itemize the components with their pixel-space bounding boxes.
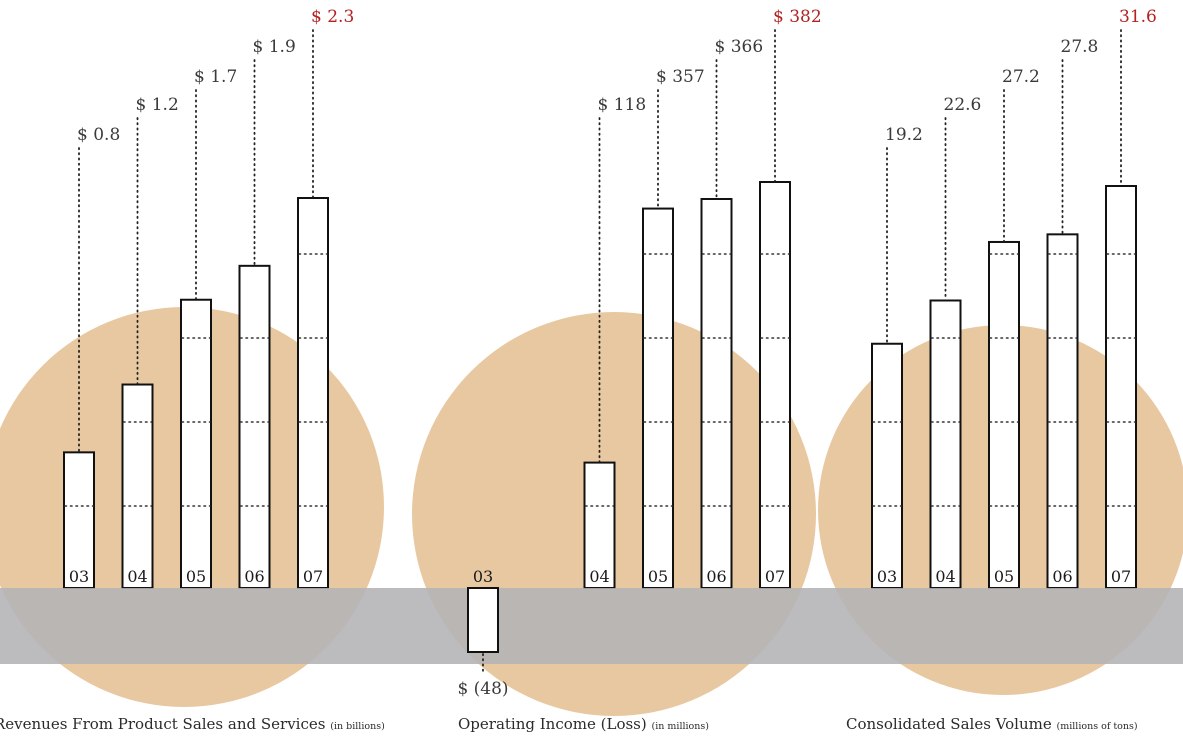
chart-2-bar-03 [467, 587, 499, 653]
axis-band-layer [0, 588, 1183, 664]
chart-1-bar-03 [63, 451, 95, 590]
chart-1-bar-05 [180, 298, 212, 589]
chart-2-bar-06 [700, 198, 733, 589]
chart-3-unit: (millions of tons) [1056, 721, 1138, 732]
chart-1-category-label-03: 03 [69, 567, 89, 586]
chart-3-category-label-04: 04 [935, 567, 955, 586]
chart-3-bar-05 [988, 240, 1020, 590]
chart-2-value-label-04: $ 118 [598, 95, 647, 115]
chart-1-category-label-04: 04 [127, 567, 147, 586]
chart-1-title: Revenues From Product Sales and Services [0, 715, 326, 733]
chart-2-title: Operating Income (Loss) [458, 715, 647, 733]
chart-3-category-label-07: 07 [1111, 567, 1131, 586]
chart-1-bar-06 [238, 264, 271, 589]
chart-2-bar-07 [759, 181, 791, 589]
chart-2-caption: Operating Income (Loss) (in millions) [458, 715, 709, 733]
axis-band [0, 588, 1183, 664]
chart-2-value-label-05: $ 357 [656, 67, 705, 87]
chart-2-category-label-04: 04 [589, 567, 609, 586]
chart-1-value-label-04: $ 1.2 [136, 95, 179, 115]
chart-3-caption: Consolidated Sales Volume (millions of t… [846, 715, 1138, 733]
below-band-layer: $ (48) [457, 587, 509, 699]
chart-1-unit: (in billions) [330, 721, 385, 732]
chart-1-bar-07 [297, 197, 329, 589]
chart-3-bar-07 [1105, 185, 1137, 589]
chart-3-bar-04 [929, 299, 962, 589]
chart-2-category-label-03: 03 [473, 567, 493, 586]
chart-1-category-label-05: 05 [186, 567, 206, 586]
chart-2-category-label-06: 06 [706, 567, 726, 586]
chart-1-value-label-07: $ 2.3 [311, 7, 354, 27]
chart-2-value-label-03: $ (48) [457, 679, 508, 699]
chart-1-value-label-05: $ 1.7 [194, 67, 237, 87]
chart-1-value-label-03: $ 0.8 [77, 125, 120, 145]
chart-3-category-label-06: 06 [1052, 567, 1072, 586]
chart-3-value-label-05: 27.2 [1002, 67, 1040, 87]
chart-3-value-label-07: 31.6 [1119, 7, 1157, 27]
chart-3-title: Consolidated Sales Volume [846, 715, 1052, 733]
chart-1-category-label-07: 07 [303, 567, 323, 586]
chart-2-value-label-06: $ 366 [715, 37, 764, 57]
chart-2-unit: (in millions) [651, 721, 709, 732]
chart-3-bar-06 [1046, 233, 1079, 589]
chart-3-bar-03 [871, 342, 903, 589]
chart-1-caption: Revenues From Product Sales and Services… [0, 715, 385, 733]
chart-2-bar-05 [642, 207, 674, 589]
chart-3-category-label-03: 03 [877, 567, 897, 586]
chart-1-category-label-06: 06 [244, 567, 264, 586]
chart-2-value-label-07: $ 382 [773, 7, 822, 27]
chart-1-value-label-06: $ 1.9 [253, 37, 296, 57]
chart-3-value-label-04: 22.6 [944, 95, 982, 115]
chart-3-value-label-06: 27.8 [1061, 37, 1099, 57]
chart-3-category-label-05: 05 [994, 567, 1014, 586]
bars-layer [63, 181, 1137, 590]
chart-1-bar-04 [121, 383, 154, 589]
chart-2-bar-04 [583, 461, 616, 590]
chart-2-category-label-05: 05 [648, 567, 668, 586]
chart-3-value-label-03: 19.2 [885, 125, 923, 145]
chart-2-category-label-07: 07 [765, 567, 785, 586]
labels-layer: $ 0.8 03 $ 1.2 04 $ 1.7 05 $ 1.9 06 $ 2.3 07 03 $ 1… [69, 7, 1157, 586]
